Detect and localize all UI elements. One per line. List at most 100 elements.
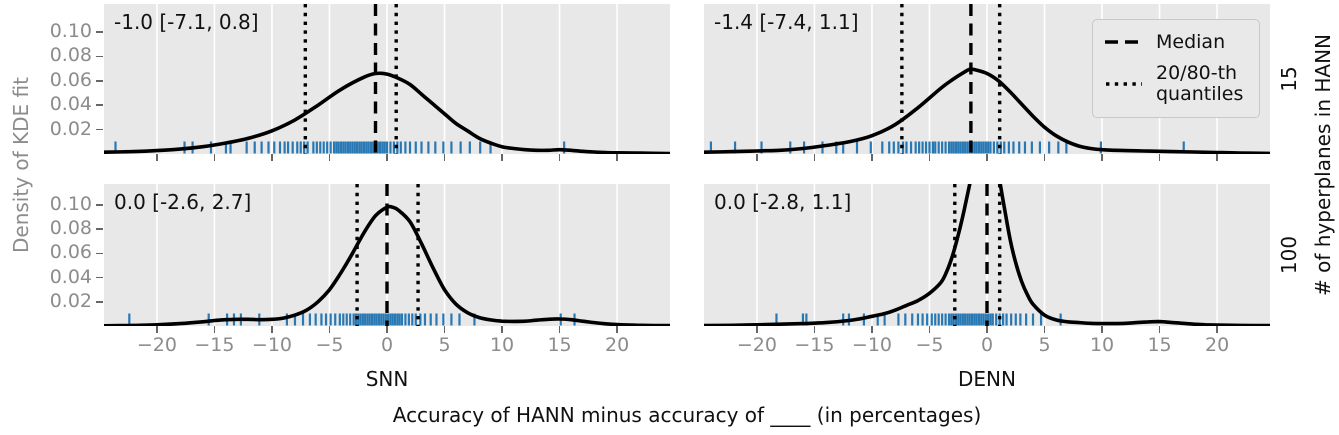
x-tick-mark — [1043, 154, 1046, 161]
x-tick-mark — [1216, 154, 1218, 161]
x-tick-mark — [213, 154, 216, 161]
x-tick-label: 10 — [1089, 334, 1115, 356]
x-tick-mark — [213, 326, 216, 333]
x-tick-mark — [443, 154, 446, 161]
y-tick-label: 0.02 — [49, 117, 92, 140]
x-axis-label-snn: SNN — [365, 367, 409, 391]
x-tick-mark — [156, 154, 158, 161]
x-tick-mark — [1101, 326, 1103, 333]
median-quantile-annotation: 0.0 [-2.8, 1.1] — [714, 190, 852, 214]
y-tick-label: 0.04 — [49, 93, 92, 116]
legend-label-quantiles: 20/80-th quantiles — [1156, 61, 1244, 105]
x-tick-mark — [986, 326, 988, 333]
x-tick-mark — [871, 326, 873, 333]
x-tick-label: −10 — [251, 334, 293, 356]
x-tick-mark — [1101, 154, 1103, 161]
x-tick-mark — [271, 154, 273, 161]
y-axis-label: Density of KDE fit — [9, 77, 33, 253]
row-label-15: 15 — [1277, 66, 1301, 92]
y-tick-label: 0.06 — [49, 241, 92, 264]
x-tick-mark — [1158, 326, 1161, 333]
kde-plot-snn-100 — [104, 184, 670, 326]
x-tick-label: −5 — [315, 334, 344, 356]
median-quantile-annotation: 0.0 [-2.6, 2.7] — [114, 190, 252, 214]
x-tick-mark — [928, 154, 931, 161]
x-tick-mark — [156, 326, 158, 333]
x-tick-mark — [558, 154, 561, 161]
y-tick-mark — [96, 80, 103, 82]
x-tick-label: 15 — [1147, 334, 1172, 356]
x-tick-mark — [756, 326, 758, 333]
x-tick-label: 10 — [489, 334, 515, 356]
x-tick-label: −15 — [794, 334, 835, 356]
x-tick-mark — [928, 326, 931, 333]
y-tick-label: 0.06 — [49, 68, 92, 91]
legend-item-quantiles: 20/80-th quantiles — [1104, 61, 1249, 106]
x-tick-mark — [871, 154, 873, 161]
y-tick-mark — [96, 55, 103, 58]
legend-label-median: Median — [1156, 30, 1226, 53]
x-tick-mark — [558, 326, 561, 333]
kde-plot-denn-100 — [704, 184, 1270, 326]
x-tick-label: 0 — [380, 334, 394, 356]
panel-snn-100: 0.0 [-2.6, 2.7] — [104, 184, 670, 326]
x-tick-label: −15 — [194, 334, 235, 356]
x-tick-mark — [1158, 154, 1161, 161]
y-tick-label: 0.10 — [49, 19, 92, 42]
row-label-100: 100 — [1277, 235, 1301, 275]
y-tick-mark — [96, 104, 103, 106]
median-quantile-annotation: -1.4 [-7.4, 1.1] — [714, 10, 859, 34]
y-tick-mark — [96, 276, 103, 279]
y-tick-label: 0.02 — [49, 289, 92, 312]
y-tick-label: 0.04 — [49, 265, 92, 288]
dotted-line-icon — [1106, 82, 1142, 86]
y-tick-label: 0.08 — [49, 216, 92, 239]
x-tick-label: 15 — [547, 334, 572, 356]
x-tick-mark — [501, 326, 503, 333]
rows-axis-title: # of hyperplanes in HANN — [1311, 34, 1335, 296]
y-tick-mark — [96, 31, 103, 33]
x-tick-mark — [813, 326, 816, 333]
panel-snn-15: -1.0 [-7.1, 0.8] — [104, 4, 670, 154]
dashed-line-icon — [1105, 40, 1143, 45]
shared-x-axis-label: Accuracy of HANN minus accuracy of ____ … — [392, 403, 982, 427]
x-tick-label: 0 — [980, 334, 994, 356]
kde-plot-snn-15 — [104, 4, 670, 154]
x-tick-mark — [271, 326, 273, 333]
x-tick-mark — [756, 154, 758, 161]
x-axis-label-denn: DENN — [958, 367, 1016, 391]
y-tick-mark — [96, 204, 103, 206]
x-tick-mark — [1043, 326, 1046, 333]
legend-item-median: Median — [1104, 30, 1249, 53]
x-tick-mark — [386, 154, 388, 161]
y-tick-mark — [96, 128, 103, 131]
y-tick-mark — [96, 300, 103, 303]
x-tick-mark — [813, 154, 816, 161]
x-tick-label: 20 — [604, 334, 630, 356]
y-tick-label: 0.08 — [49, 44, 92, 67]
x-tick-mark — [616, 326, 618, 333]
x-tick-mark — [386, 326, 388, 333]
x-tick-mark — [986, 154, 988, 161]
y-tick-label: 0.10 — [49, 192, 92, 215]
x-tick-mark — [501, 154, 503, 161]
x-tick-mark — [443, 326, 446, 333]
x-tick-label: −20 — [736, 334, 777, 356]
x-tick-label: −20 — [136, 334, 177, 356]
x-tick-label: 20 — [1204, 334, 1230, 356]
x-tick-mark — [328, 154, 331, 161]
kde-plot-denn-15 — [704, 4, 1270, 154]
y-tick-mark — [96, 252, 103, 255]
x-tick-mark — [328, 326, 331, 333]
x-tick-mark — [616, 154, 618, 161]
median-quantile-annotation: -1.0 [-7.1, 0.8] — [114, 10, 259, 34]
x-tick-label: 5 — [438, 334, 451, 356]
x-tick-label: −5 — [915, 334, 944, 356]
x-tick-mark — [1216, 326, 1218, 333]
x-tick-label: 5 — [1038, 334, 1051, 356]
x-tick-label: −10 — [851, 334, 893, 356]
legend: Median 20/80-th quantiles — [1092, 19, 1260, 118]
y-tick-mark — [96, 228, 103, 230]
panel-denn-100: 0.0 [-2.8, 1.1] — [704, 184, 1270, 326]
